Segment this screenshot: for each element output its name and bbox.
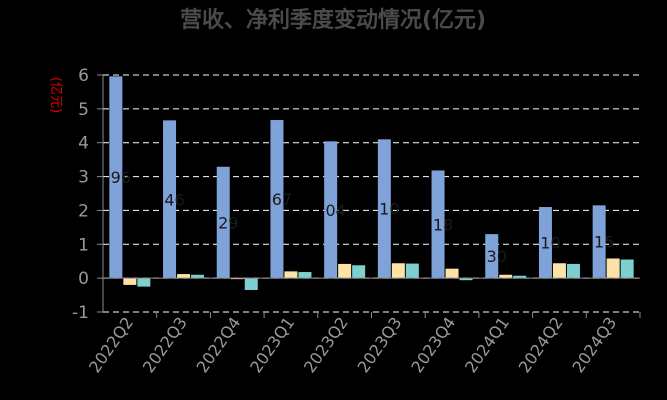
y-tick-label: 0 bbox=[78, 269, 89, 289]
x-tick-label: 2024Q2 bbox=[515, 313, 567, 376]
bar-2023Q2-series-1 bbox=[324, 141, 338, 279]
bar-2024Q3-series-3 bbox=[620, 259, 634, 279]
bar-2023Q4-series-2 bbox=[445, 268, 459, 279]
y-tick-label: 6 bbox=[78, 66, 89, 86]
x-tick-label: 2022Q3 bbox=[139, 313, 191, 376]
bar-2022Q2-series-1 bbox=[109, 76, 123, 279]
bar-2023Q1-series-1 bbox=[270, 120, 284, 279]
bar-2023Q3-series-3 bbox=[405, 263, 419, 279]
bar-2022Q3-series-2 bbox=[177, 274, 191, 279]
x-tick-label: 2022Q4 bbox=[193, 313, 245, 376]
bar-2024Q1-series-2 bbox=[499, 274, 513, 279]
x-tick-label: 2023Q4 bbox=[407, 313, 459, 376]
bar-2022Q3-series-3 bbox=[191, 274, 205, 279]
bar-2023Q1-series-3 bbox=[298, 272, 312, 279]
x-tick-label: 2023Q2 bbox=[300, 313, 352, 376]
bar-2022Q4-series-1 bbox=[216, 166, 230, 279]
x-tick-label: 2022Q2 bbox=[85, 313, 137, 376]
data-label: 10 bbox=[540, 234, 560, 253]
data-label-layer: 96 46 29 67 04 10 18 30 10 15 bbox=[111, 168, 615, 266]
bar-2023Q3-series-2 bbox=[391, 263, 405, 279]
x-tick-label: 2024Q1 bbox=[461, 313, 513, 376]
data-label: 15 bbox=[594, 233, 614, 252]
data-label: 30 bbox=[487, 247, 507, 266]
data-label: 67 bbox=[272, 190, 292, 209]
bar-2024Q3-series-2 bbox=[606, 258, 620, 279]
bar-2023Q4-series-1 bbox=[431, 170, 445, 279]
bar-2022Q4-series-3 bbox=[244, 278, 258, 290]
data-label: 96 bbox=[111, 168, 131, 187]
bar-2024Q2-series-3 bbox=[566, 263, 580, 279]
bar-2023Q2-series-3 bbox=[352, 265, 366, 279]
data-label: 04 bbox=[325, 201, 345, 220]
bar-2024Q2-series-1 bbox=[538, 207, 552, 279]
data-label: 10 bbox=[379, 200, 399, 219]
y-tick-label: 2 bbox=[78, 201, 89, 221]
data-label: 29 bbox=[218, 213, 238, 232]
y-tick-label: 3 bbox=[78, 168, 89, 188]
bar-2024Q1-series-1 bbox=[485, 234, 499, 279]
bar-2022Q2-series-2 bbox=[123, 278, 137, 285]
bar-2023Q4-series-3 bbox=[459, 278, 473, 281]
bar-2022Q3-series-1 bbox=[163, 120, 177, 279]
bar-2024Q2-series-2 bbox=[552, 263, 566, 279]
bar-2023Q3-series-1 bbox=[377, 139, 391, 279]
y-axis-label: (亿元) bbox=[48, 77, 63, 113]
y-tick-label: 4 bbox=[78, 134, 89, 154]
data-label: 46 bbox=[164, 190, 184, 209]
y-tick-label: 5 bbox=[78, 100, 89, 120]
bar-2023Q2-series-2 bbox=[338, 263, 352, 279]
bar-layer bbox=[109, 76, 634, 290]
bar-2022Q2-series-3 bbox=[137, 278, 151, 287]
y-tick-label: 1 bbox=[78, 235, 89, 255]
bar-2024Q3-series-1 bbox=[592, 205, 606, 279]
data-label: 18 bbox=[433, 215, 453, 234]
x-tick-label: 2023Q3 bbox=[354, 313, 406, 376]
y-tick-label: -1 bbox=[72, 303, 89, 323]
x-tick-label: 2024Q3 bbox=[568, 313, 620, 376]
bar-2024Q1-series-3 bbox=[513, 275, 527, 279]
chart-title: 营收、净利季度变动情况(亿元) bbox=[180, 7, 486, 33]
x-tick-label: 2023Q1 bbox=[246, 313, 298, 376]
bar-2023Q1-series-2 bbox=[284, 271, 298, 279]
